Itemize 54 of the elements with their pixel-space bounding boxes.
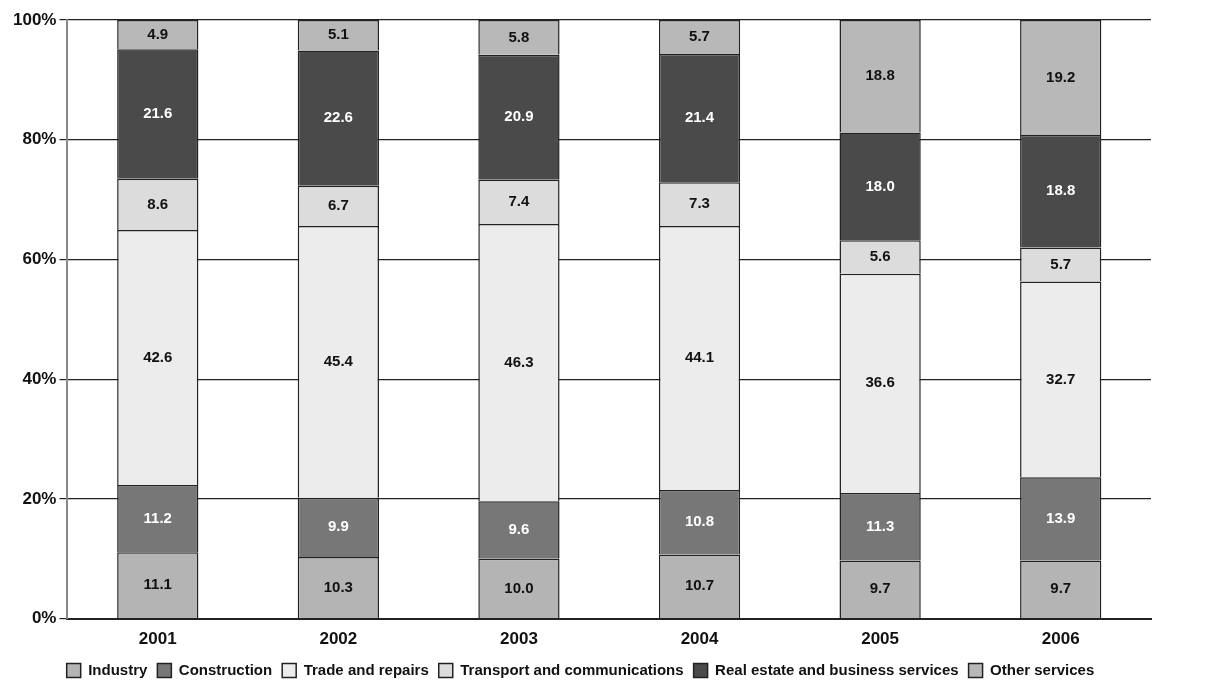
x-tick-label: 2006 [1041, 629, 1080, 649]
x-tick-label: 2003 [500, 629, 538, 649]
data-label: 8.6 [147, 194, 169, 212]
data-label: 10.8 [684, 512, 715, 530]
data-label: 9.7 [1050, 579, 1072, 597]
x-tick-label: 2004 [680, 629, 719, 649]
data-label: 11.3 [865, 516, 895, 534]
data-label: 7.3 [689, 194, 710, 212]
data-label: 32.7 [1046, 369, 1076, 387]
y-tick-label: 100% [13, 9, 57, 29]
data-label: 22.6 [323, 108, 353, 126]
legend-label: Trade and repairs [303, 660, 429, 678]
data-label: 21.4 [684, 108, 715, 126]
data-label: 5.7 [689, 27, 710, 45]
data-label: 46.3 [504, 352, 534, 370]
data-label: 42.6 [143, 347, 173, 365]
x-tick-label: 2002 [319, 629, 358, 649]
data-label: 13.9 [1046, 509, 1076, 527]
data-label: 7.4 [508, 192, 531, 210]
data-label: 10.0 [504, 578, 534, 596]
data-label: 5.8 [508, 27, 530, 45]
data-label: 10.3 [323, 577, 353, 595]
y-tick-label: 40% [22, 368, 57, 388]
data-label: 9.9 [327, 517, 349, 535]
data-label: 5.7 [1050, 254, 1072, 272]
legend-label: Transport and communications [460, 660, 684, 678]
y-tick-label: 60% [22, 249, 57, 269]
x-tick-label: 2005 [861, 629, 900, 649]
legend-label: Construction [178, 660, 273, 678]
data-label: 4.9 [147, 24, 169, 42]
data-label: 19.2 [1046, 67, 1076, 85]
data-label: 18.0 [865, 176, 895, 194]
x-tick-label: 2001 [138, 629, 177, 649]
y-tick-label: 0% [31, 608, 57, 628]
legend-label: Other services [990, 660, 1095, 678]
data-label: 36.6 [865, 373, 895, 391]
data-label: 9.7 [869, 579, 891, 597]
data-label: 5.6 [869, 247, 891, 265]
data-label: 5.1 [327, 25, 349, 43]
data-label: 18.8 [1046, 181, 1076, 199]
data-label: 18.8 [865, 66, 895, 84]
y-tick-label: 80% [22, 129, 57, 149]
data-label: 44.1 [684, 348, 715, 366]
legend-label: Industry [88, 660, 149, 678]
y-tick-label: 20% [22, 488, 57, 508]
data-label: 6.7 [327, 196, 349, 214]
data-label: 10.7 [684, 576, 715, 594]
data-label: 45.4 [323, 351, 354, 369]
data-label: 9.6 [508, 520, 530, 538]
data-label: 20.9 [504, 107, 534, 125]
data-label: 11.1 [143, 575, 172, 593]
data-label: 11.2 [143, 508, 172, 526]
data-label: 21.6 [143, 104, 173, 122]
legend-label: Real estate and business services [715, 660, 959, 678]
